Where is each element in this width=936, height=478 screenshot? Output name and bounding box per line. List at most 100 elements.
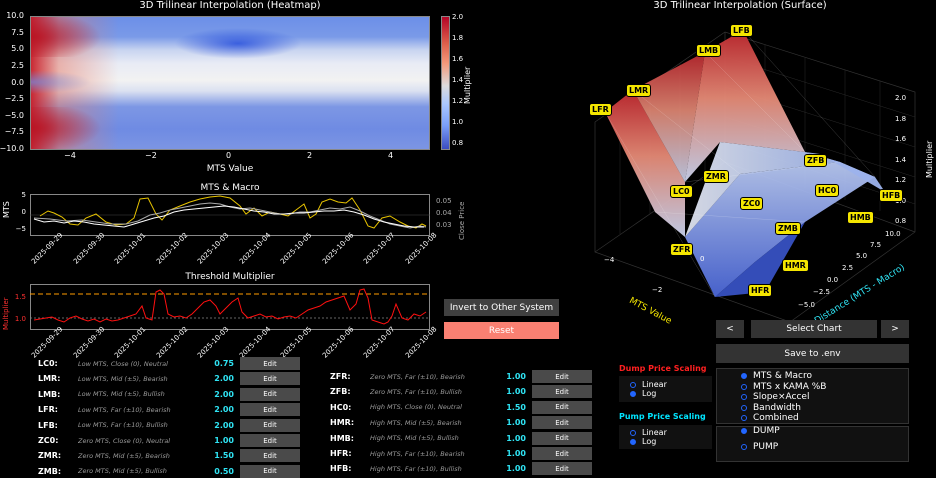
surface-point-label: LMB	[696, 44, 722, 57]
param-name: LFB:	[38, 420, 58, 430]
param-value: 1.00	[506, 433, 526, 443]
param-name: ZMR:	[38, 451, 62, 461]
surface-point-label: HMR	[782, 259, 809, 272]
threshold-ytick: 1.0	[14, 315, 26, 323]
heatmap-colorbar	[441, 16, 450, 150]
edit-button[interactable]: Edit	[532, 462, 592, 476]
radio-label: PUMP	[753, 442, 779, 452]
surface-xtick: 0	[700, 255, 705, 263]
edit-button[interactable]: Edit	[240, 418, 300, 432]
surface-xtick: −2	[652, 286, 663, 294]
colorbar-tick: 1.6	[452, 55, 464, 63]
surface-point-label: ZC0	[740, 197, 764, 210]
heatmap-xtick: 4	[388, 151, 394, 160]
date-tick: 2025-10-06	[320, 231, 355, 266]
surface-ytick: 5.0	[856, 252, 868, 260]
date-tick: 2025-09-30	[71, 325, 106, 360]
edit-button[interactable]: Edit	[240, 434, 300, 447]
edit-button[interactable]: Edit	[532, 370, 592, 383]
param-name: HMR:	[330, 418, 355, 428]
param-value: 2.00	[214, 374, 234, 384]
edit-button[interactable]: Edit	[532, 385, 592, 399]
edit-button[interactable]: Edit	[240, 464, 300, 478]
param-name: ZC0:	[38, 436, 59, 445]
radio-option[interactable]: MTS x KAMA %B	[741, 382, 826, 392]
threshold-ylabel: Multiplier	[2, 297, 10, 330]
threshold-ytick: 1.5	[14, 293, 26, 301]
heatmap-ytick: 10.0	[6, 11, 24, 20]
pump-scaling-radio-group	[619, 425, 712, 449]
param-description: High MTS, Far (±10), Bearish	[370, 449, 465, 458]
param-row: ZFB: Zero MTS, Far (±10), Bullish 1.00 Edit	[330, 385, 592, 399]
surface-ytick: −5.0	[798, 301, 815, 309]
radio-label: Bandwidth	[753, 402, 801, 413]
date-tick: 2025-09-29	[30, 325, 65, 360]
colorbar-tick: 1.0	[452, 118, 464, 126]
param-name: ZFR:	[330, 372, 351, 381]
edit-button[interactable]: Edit	[532, 400, 592, 414]
surface-point-label: HMB	[847, 211, 874, 224]
surface-ytick: −2.5	[813, 288, 830, 296]
edit-button[interactable]: Edit	[240, 403, 300, 417]
surface-point-label: HC0	[815, 184, 840, 197]
edit-button[interactable]: Edit	[532, 431, 592, 445]
param-name: LC0:	[38, 359, 58, 368]
reset-button[interactable]: Reset	[444, 322, 559, 339]
edit-button[interactable]: Edit	[532, 447, 592, 460]
radio-option[interactable]: Slope×Accel	[741, 392, 809, 402]
edit-button[interactable]: Edit	[532, 416, 592, 430]
radio-option[interactable]: Linear	[630, 380, 667, 389]
param-value: 1.50	[506, 402, 526, 412]
edit-button[interactable]: Edit	[240, 449, 300, 463]
date-tick: 2025-10-08	[403, 325, 438, 360]
radio-option[interactable]: Bandwidth	[741, 403, 801, 413]
param-name: ZFB:	[330, 387, 351, 397]
next-chart-button[interactable]: >	[881, 320, 909, 338]
surface-point-label: ZMB	[775, 222, 801, 235]
radio-option[interactable]: PUMP	[741, 442, 778, 452]
param-value: 0.50	[214, 466, 234, 476]
colorbar-tick: 1.8	[452, 34, 464, 42]
edit-button[interactable]: Edit	[240, 357, 300, 370]
surface-ytick: 2.5	[842, 264, 854, 272]
mts-ytick: 5	[21, 191, 26, 199]
heatmap-ytick: −2.5	[4, 94, 24, 104]
radio-label: Combined	[753, 413, 799, 423]
param-value: 1.00	[506, 372, 526, 381]
close-price-label: Close Price	[458, 201, 466, 240]
param-value: 2.00	[214, 389, 234, 399]
radio-dot-icon	[630, 381, 636, 388]
radio-dot-icon	[741, 415, 747, 421]
param-name: HFR:	[330, 449, 352, 458]
radio-option[interactable]: DUMP	[741, 426, 780, 436]
param-name: LFR:	[38, 405, 58, 415]
invert-system-button[interactable]: Invert to Other System	[444, 299, 559, 316]
save-env-button[interactable]: Save to .env	[716, 344, 909, 363]
radio-dot-icon	[741, 444, 747, 450]
edit-button[interactable]: Edit	[240, 372, 300, 386]
radio-option[interactable]: Linear	[630, 428, 667, 437]
radio-option[interactable]: MTS & Macro	[741, 371, 812, 381]
date-tick: 2025-10-06	[320, 325, 355, 360]
radio-dot-icon	[630, 438, 636, 445]
param-description: Low MTS, Mid (±5), Bearish	[78, 374, 168, 383]
prev-chart-button[interactable]: <	[716, 320, 744, 338]
param-description: Low MTS, Far (±10), Bearish	[78, 405, 171, 414]
edit-button[interactable]: Edit	[240, 387, 300, 401]
select-chart-button[interactable]: Select Chart	[751, 320, 877, 338]
colorbar-label: Multiplier	[463, 66, 472, 104]
param-row: ZMB: Zero MTS, Mid (±5), Bullish 0.50 Edit	[38, 464, 300, 478]
threshold-plot	[30, 284, 430, 330]
param-description: Zero MTS, Close (0), Neutral	[78, 436, 171, 445]
close-price-tick: 0.03	[436, 221, 452, 229]
surface-zlabel: Multiplier	[925, 140, 934, 178]
radio-option[interactable]: Combined	[741, 413, 799, 423]
radio-option[interactable]: Log	[630, 437, 656, 446]
param-name: HMB:	[330, 433, 354, 443]
surface-ytick: 10.0	[885, 230, 901, 238]
radio-label: MTS & Macro	[753, 371, 812, 381]
param-description: High MTS, Far (±10), Bullish	[370, 464, 462, 473]
surface-point-label: LMR	[626, 84, 652, 97]
radio-option[interactable]: Log	[630, 389, 656, 398]
colorbar-tick: 1.4	[452, 76, 464, 84]
